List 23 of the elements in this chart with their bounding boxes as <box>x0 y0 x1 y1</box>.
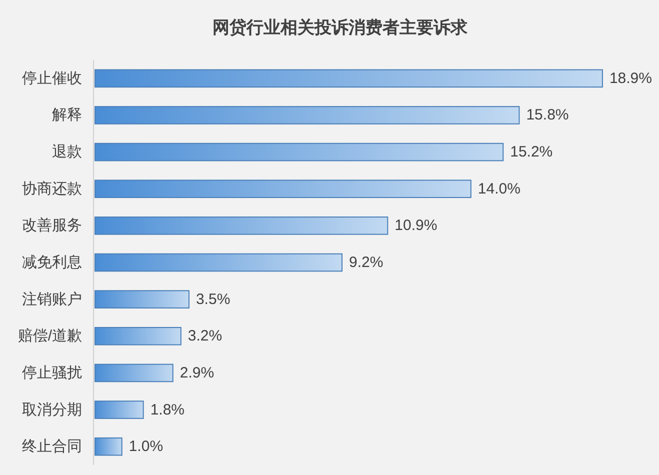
category-label: 注销账户 <box>22 290 82 308</box>
data-label: 15.8% <box>526 106 569 124</box>
category-label: 停止骚扰 <box>22 364 82 382</box>
category-label: 停止催收 <box>22 70 82 87</box>
title: 网贷行业相关投诉消费者主要诉求 <box>212 18 468 37</box>
data-label: 15.2% <box>510 144 553 161</box>
data-label: 10.9% <box>394 217 438 234</box>
data-label: 3.2% <box>188 328 222 345</box>
data-label: 3.5% <box>196 290 230 308</box>
data-label: 9.2% <box>349 254 384 271</box>
category-label: 退款 <box>52 144 82 161</box>
category-label: 改善服务 <box>22 217 82 234</box>
category-label: 减免利息 <box>22 254 82 271</box>
category-label: 赔偿/道歉 <box>18 328 82 345</box>
data-label: 1.0% <box>128 438 164 456</box>
category-label: 协商还款 <box>22 180 82 198</box>
data-label: 1.8% <box>150 401 185 418</box>
category-label: 取消分期 <box>22 401 82 418</box>
data-label: 2.9% <box>180 364 214 382</box>
category-label: 终止合同 <box>22 438 82 456</box>
category-label: 解释 <box>52 106 82 124</box>
data-label: 14.0% <box>478 180 520 198</box>
data-label: 18.9% <box>609 70 652 87</box>
